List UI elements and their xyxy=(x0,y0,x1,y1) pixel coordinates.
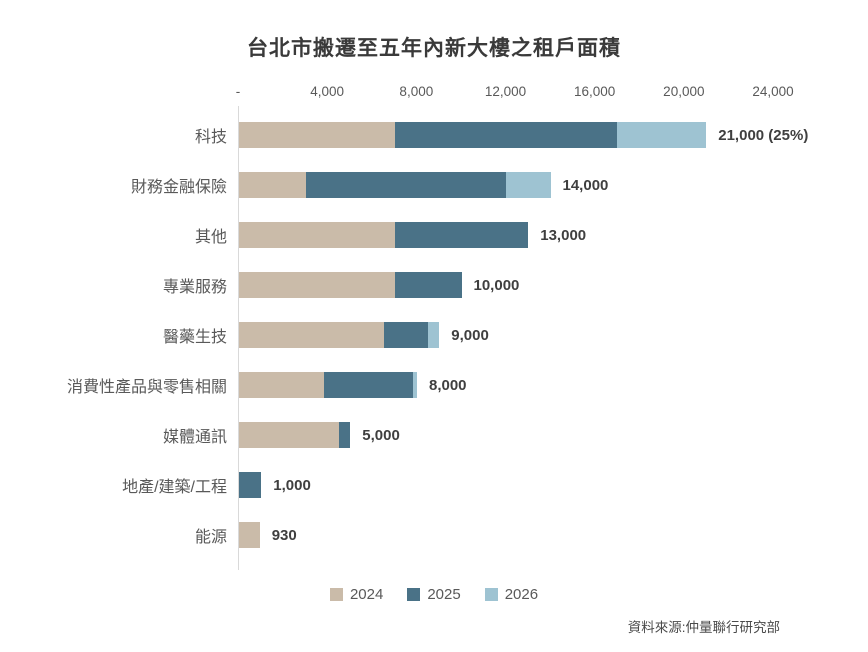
bar-segment-2024 xyxy=(239,322,384,348)
legend-item-2026: 2026 xyxy=(484,586,539,603)
bar-segment-2026 xyxy=(506,172,551,198)
bar-segment-2024 xyxy=(239,272,395,298)
x-axis-tick: 24,000 xyxy=(752,84,794,99)
bar-row: 消費性產品與零售相關 8,000 xyxy=(67,360,773,410)
value-label: 5,000 xyxy=(362,426,400,444)
bar-row: 專業服務 10,000 xyxy=(163,260,773,310)
bar-segment-2025 xyxy=(394,122,618,148)
x-axis: - 4,000 8,000 12,000 16,000 20,000 24,000 xyxy=(235,84,794,102)
bar-segment-2025 xyxy=(383,322,429,348)
category-label: 地產/建築/工程 xyxy=(122,479,227,496)
bar-row: 科技 21,000 (25%) xyxy=(195,110,808,160)
bar-row: 醫藥生技 9,000 xyxy=(163,310,773,360)
x-axis-tick: 12,000 xyxy=(484,84,527,99)
legend-item-2024: 2024 xyxy=(329,586,384,603)
category-label: 消費性產品與零售相關 xyxy=(66,379,227,396)
legend-label: 2026 xyxy=(504,586,539,603)
bar-segment-2026 xyxy=(428,322,440,348)
value-label: 10,000 xyxy=(473,276,520,294)
bar-row: 其他 13,000 xyxy=(195,210,773,260)
category-label: 媒體通訊 xyxy=(162,429,227,446)
bar-segment-2025 xyxy=(239,472,262,498)
bar-segment-2025 xyxy=(394,222,529,248)
bar-segment-2024 xyxy=(239,422,340,448)
bar-segment-2026 xyxy=(617,122,707,148)
x-axis-tick: 4,000 xyxy=(310,84,345,99)
value-label: 1,000 xyxy=(273,476,311,494)
legend-swatch-2024 xyxy=(329,588,343,601)
category-label: 醫藥生技 xyxy=(162,329,227,346)
bar-segment-2024 xyxy=(239,222,395,248)
value-label: 14,000 xyxy=(562,176,609,194)
legend-item-2025: 2025 xyxy=(407,586,461,603)
bar-row: 媒體通訊 5,000 xyxy=(163,410,773,460)
bar-rows: 科技 21,000 (25%) 財務金融保險 14,000 其他 13,000 專業服務 10… xyxy=(67,106,808,570)
bar-segment-2025 xyxy=(339,422,351,448)
x-axis-tick: 8,000 xyxy=(399,84,434,99)
bar-segment-2024 xyxy=(239,122,395,148)
value-label: 930 xyxy=(271,526,297,544)
value-label: 13,000 xyxy=(540,226,587,244)
category-label: 其他 xyxy=(194,229,227,246)
bar-row: 地產/建築/工程 1,000 xyxy=(122,460,773,510)
bar-segment-2025 xyxy=(323,372,413,398)
legend-label: 2025 xyxy=(427,586,461,603)
legend-swatch-2025 xyxy=(407,588,421,601)
category-label: 科技 xyxy=(194,129,227,146)
bar-segment-2025 xyxy=(305,172,506,198)
x-axis-tick: - xyxy=(235,84,241,99)
legend-label: 2024 xyxy=(349,586,384,603)
legend: 2024 2025 2026 xyxy=(0,586,868,603)
plot-area: - 4,000 8,000 12,000 16,000 20,000 24,000 科技 21… xyxy=(67,84,808,570)
bar-segment-2024 xyxy=(239,372,324,398)
chart-title: 台北市搬遷至五年內新大樓之租戶面積 xyxy=(247,37,621,60)
category-label: 專業服務 xyxy=(162,279,227,296)
bar-segment-2024 xyxy=(239,522,260,548)
source-note: 資料來源:仲量聯行研究部 xyxy=(627,620,780,635)
bar-segment-2026 xyxy=(412,372,417,398)
x-axis-tick: 20,000 xyxy=(663,84,705,99)
value-label: 8,000 xyxy=(428,376,467,394)
value-label: 9,000 xyxy=(451,326,489,344)
bar-segment-2024 xyxy=(239,172,306,198)
bar-segment-2025 xyxy=(394,272,462,298)
value-label: 21,000 (25%) xyxy=(718,126,809,144)
x-axis-tick: 16,000 xyxy=(574,84,616,99)
category-label: 能源 xyxy=(194,529,227,546)
legend-swatch-2026 xyxy=(484,588,498,601)
bar-row: 能源 930 xyxy=(195,510,773,560)
bar-row: 財務金融保險 14,000 xyxy=(131,160,773,210)
category-label: 財務金融保險 xyxy=(130,179,227,196)
